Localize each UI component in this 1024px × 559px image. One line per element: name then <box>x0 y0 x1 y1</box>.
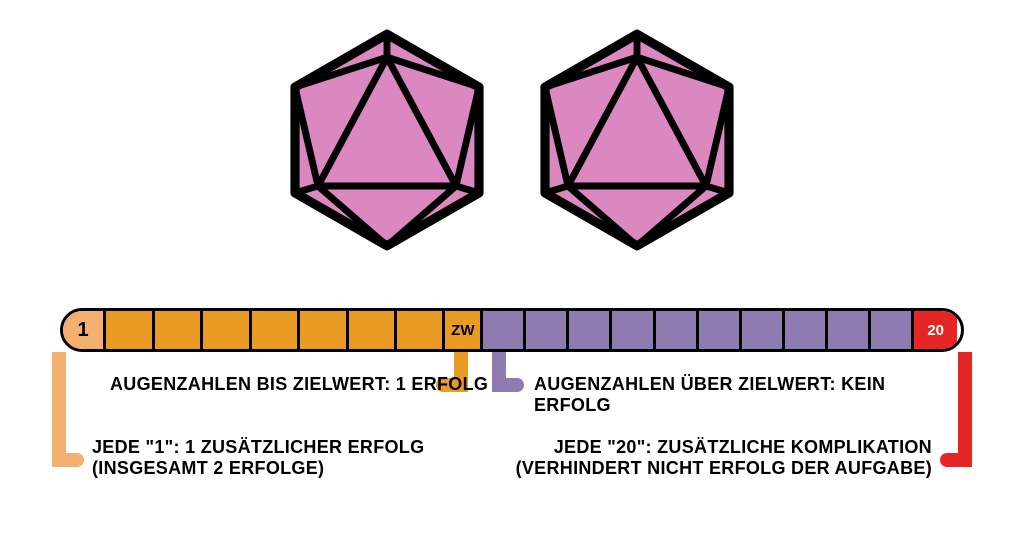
scale-cell <box>699 311 742 349</box>
scale-cell <box>569 311 612 349</box>
scale-cell <box>106 311 154 349</box>
result-scale: 1 ZW 20 <box>60 308 964 352</box>
scale-cell <box>828 311 871 349</box>
callout-crit1: Jede "1": 1 zusätzlicher Erfolg (insgesa… <box>92 437 424 479</box>
dice-row <box>0 0 1024 255</box>
callout-success: Augenzahlen bis Zielwert: 1 Erfolg <box>110 374 488 395</box>
scale-cell <box>203 311 251 349</box>
callout-crit20-line2: (verhindert nicht Erfolg der Aufgabe) <box>516 458 932 478</box>
callout-fail: Augenzahlen über Zielwert: kein Erfolg <box>534 374 964 416</box>
d20-icon <box>272 25 502 255</box>
scale-cell <box>742 311 785 349</box>
scale-cell: 20 <box>914 311 957 349</box>
callout-crit1-line2: (insgesamt 2 Erfolge) <box>92 458 324 478</box>
d20-icon <box>522 25 752 255</box>
scale-cell <box>155 311 203 349</box>
scale-cell <box>483 311 526 349</box>
scale-cell: 1 <box>63 311 106 349</box>
scale-cell <box>349 311 397 349</box>
scale-cell <box>785 311 828 349</box>
scale-cell <box>871 311 914 349</box>
scale-cell <box>397 311 445 349</box>
callout-crit20-line1: Jede "20": zusätzliche Komplikation <box>554 437 932 457</box>
scale-cell <box>526 311 569 349</box>
callout-crit1-line1: Jede "1": 1 zusätzlicher Erfolg <box>92 437 424 457</box>
scale-cell: ZW <box>445 311 483 349</box>
callout-crit20: Jede "20": zusätzliche Komplikation (ver… <box>516 437 932 479</box>
scale-cell <box>612 311 655 349</box>
scale-cell <box>300 311 348 349</box>
scale-cell <box>252 311 300 349</box>
scale-cell <box>656 311 699 349</box>
